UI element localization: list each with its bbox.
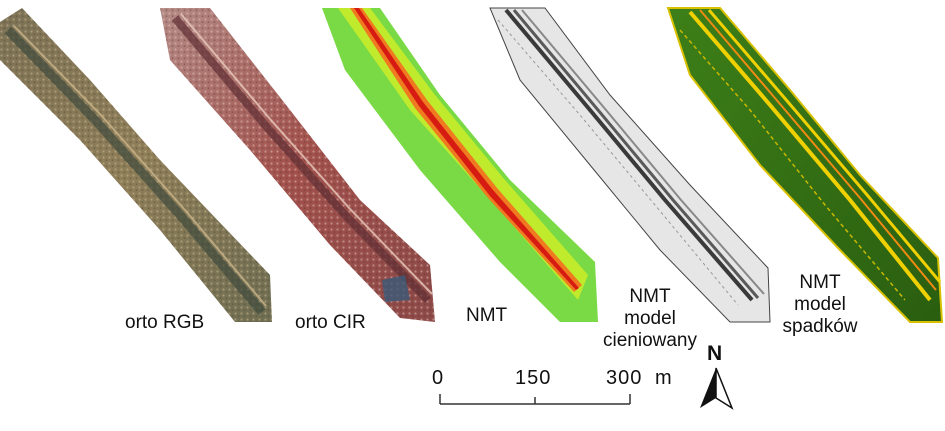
slope-label-line-1: NMT (799, 272, 841, 293)
hillshade-label-line-3: cieniowany (603, 330, 697, 351)
panel-label-orto-rgb: orto RGB (125, 312, 205, 333)
north-letter: N (707, 342, 723, 365)
panel-label-slope: NMT model spadków (770, 272, 870, 338)
orto-cir-strip (160, 8, 435, 322)
slope-label-line-2: model (794, 294, 846, 315)
north-arrow-icon (700, 367, 734, 410)
hillshade-label-line-2: model (624, 308, 676, 329)
hillshade-label-line-1: NMT (629, 286, 671, 307)
panel-label-hillshade: NMT model cieniowany (595, 286, 705, 352)
scale-tick-300: 300 (606, 367, 643, 389)
panel-label-orto-cir: orto CIR (295, 312, 366, 333)
slope-label-line-3: spadków (782, 316, 858, 337)
scale-unit: m (655, 367, 673, 389)
scale-tick-0: 0 (432, 367, 445, 389)
slope-strip (666, 7, 944, 323)
scale-tick-150: 150 (515, 367, 552, 389)
panel-label-nmt: NMT (466, 305, 508, 326)
nmt-strip (322, 8, 598, 322)
hillshade-strip (489, 7, 771, 323)
scale-bar (439, 394, 631, 405)
orto-rgb-strip (0, 8, 272, 322)
